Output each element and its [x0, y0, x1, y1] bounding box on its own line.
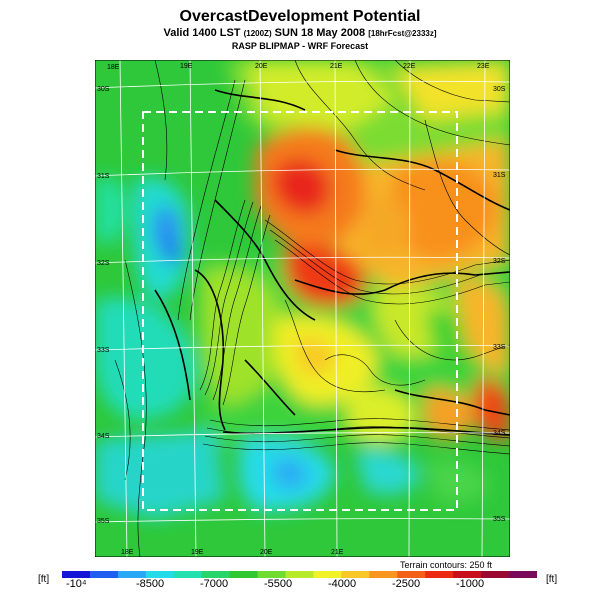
colorbar-swatch: [285, 571, 314, 578]
colorbar-swatch: [229, 571, 259, 578]
lat-label-left: 34S: [97, 433, 110, 440]
terrain-contour-note: Terrain contours: 250 ft: [400, 560, 493, 570]
lon-label-bottom: 21E: [331, 549, 344, 556]
lon-label-bottom: 20E: [260, 549, 273, 556]
lat-label-right: 34S: [493, 430, 506, 437]
colorbar-swatch: [173, 571, 203, 578]
valid-date: SUN 18 May 2008: [274, 27, 366, 39]
lat-label-right: 35S: [493, 516, 506, 523]
colorbar-swatch: [313, 571, 342, 578]
lat-label-right: 30S: [493, 86, 506, 93]
lat-label-left: 35S: [97, 518, 110, 525]
lat-label-left: 32S: [97, 260, 110, 267]
lon-label-top: 23E: [477, 63, 490, 70]
lat-label-left: 31S: [97, 173, 110, 180]
valid-time: Valid 1400 LST: [163, 27, 241, 39]
colorbar-unit-right: [ft]: [546, 574, 558, 585]
lon-label-top: 19E: [180, 63, 193, 70]
lon-label-top: 21E: [330, 63, 343, 70]
map-title: OvercastDevelopment Potential: [179, 8, 421, 25]
lon-label-top: 18E: [107, 64, 120, 71]
lat-label-right: 31S: [493, 172, 506, 179]
colorbar-swatch: [201, 571, 231, 578]
colorbar-swatch: [397, 571, 426, 578]
forecast-map: 18E 19E 20E 21E 22E 23E 18E 19E 20E 21E …: [95, 60, 510, 557]
utc-time: (1200Z): [243, 29, 272, 38]
forecast-info: [18hrFcst@2333z]: [368, 29, 437, 38]
colorbar-label: -8500: [136, 578, 165, 590]
colorbar-label: -5500: [264, 578, 293, 590]
colorbar-label: -1000: [456, 578, 485, 590]
lat-label-right: 32S: [493, 258, 506, 265]
lat-label-right: 33S: [493, 344, 506, 351]
colorbar: [62, 571, 537, 578]
lon-label-top: 22E: [403, 63, 416, 70]
colorbar-swatch: [481, 571, 510, 578]
colorbar-swatch: [369, 571, 398, 578]
colorbar-swatch: [341, 571, 370, 578]
colorbar-swatch: [425, 571, 454, 578]
map-subtitle: Valid 1400 LST (1200Z) SUN 18 May 2008 […: [0, 27, 600, 39]
colorbar-swatch: [117, 571, 147, 578]
lat-label-left: 33S: [97, 347, 110, 354]
lon-label-bottom: 18E: [121, 549, 134, 556]
colorbar-swatch: [257, 571, 287, 578]
inner-domain-box: [142, 111, 458, 511]
lon-label-top: 20E: [255, 63, 268, 70]
colorbar-label: -7000: [200, 578, 229, 590]
lat-label-left: 30S: [97, 86, 110, 93]
map-source: RASP BLIPMAP - WRF Forecast: [231, 41, 369, 51]
colorbar-label: -4000: [328, 578, 357, 590]
colorbar-swatch: [62, 571, 91, 578]
graticule: [95, 60, 510, 557]
colorbar-label: -10⁴: [66, 578, 87, 590]
lon-label-bottom: 19E: [191, 549, 204, 556]
colorbar-swatch: [145, 571, 175, 578]
colorbar-swatch: [509, 571, 537, 578]
colorbar-swatch: [89, 571, 119, 578]
colorbar-swatch: [453, 571, 482, 578]
colorbar-label: -2500: [392, 578, 421, 590]
colorbar-unit-left: [ft]: [38, 574, 50, 585]
